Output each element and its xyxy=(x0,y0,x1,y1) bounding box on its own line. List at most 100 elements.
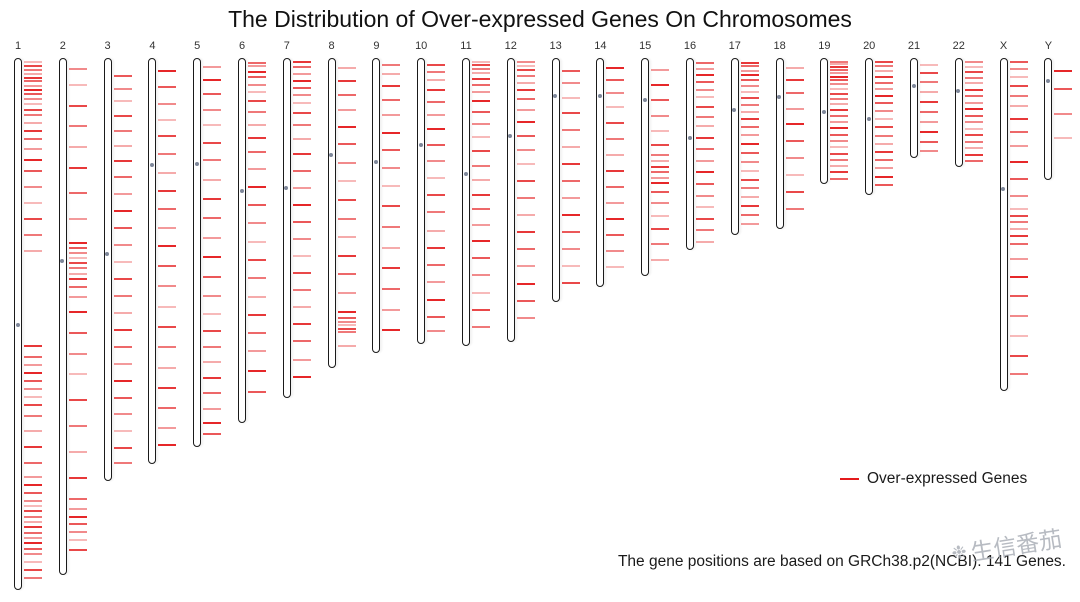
gene-tick xyxy=(472,291,490,294)
gene-tick xyxy=(1009,354,1028,357)
gene-tick xyxy=(1009,208,1028,211)
centromere-marker xyxy=(105,251,110,256)
gene-tick xyxy=(158,70,177,73)
gene-tick xyxy=(830,133,849,136)
gene-tick xyxy=(337,344,356,347)
gene-tick xyxy=(24,560,42,563)
gene-tick xyxy=(920,131,938,134)
gene-tick xyxy=(472,99,490,102)
gene-tick xyxy=(516,248,535,251)
gene-tick xyxy=(516,75,535,78)
gene-tick xyxy=(606,218,625,221)
gene-tick xyxy=(203,312,222,315)
gene-tick xyxy=(830,63,849,66)
gene-tick xyxy=(24,201,42,204)
gene-tick xyxy=(606,67,625,70)
gene-tick xyxy=(68,83,87,86)
chromosome-label-9: 9 xyxy=(373,40,380,52)
chromosome-label-11: 11 xyxy=(460,40,472,52)
gene-tick xyxy=(651,201,670,204)
chromosome-bar-8 xyxy=(327,58,336,368)
gene-tick xyxy=(740,104,759,107)
gene-tick xyxy=(472,91,490,94)
gene-tick xyxy=(561,96,580,99)
gene-tick xyxy=(203,159,222,162)
gene-tick xyxy=(472,111,490,114)
gene-tick xyxy=(830,165,849,168)
gene-tick xyxy=(292,112,311,115)
gene-tick xyxy=(830,171,849,174)
gene-tick xyxy=(292,86,311,89)
gene-tick xyxy=(248,313,266,316)
gene-tick xyxy=(1054,112,1073,115)
centromere-marker xyxy=(373,160,378,165)
gene-tick xyxy=(651,153,670,156)
gene-tick xyxy=(203,65,222,68)
gene-tick xyxy=(427,246,446,249)
gene-tick xyxy=(24,403,42,406)
gene-tick xyxy=(24,504,42,507)
gene-tick xyxy=(516,265,535,268)
gene-tick xyxy=(1009,68,1028,70)
gene-tick xyxy=(696,115,714,118)
chromosome-label-18: 18 xyxy=(773,40,786,52)
chromosome-bar-17 xyxy=(730,58,739,236)
gene-tick xyxy=(113,261,132,264)
gene-tick xyxy=(337,180,356,183)
gene-tick xyxy=(248,240,266,243)
gene-tick xyxy=(964,160,983,163)
gene-tick xyxy=(1009,258,1028,261)
gene-tick xyxy=(248,136,266,139)
gene-tick xyxy=(830,93,849,96)
gene-tick xyxy=(382,72,401,75)
centromere-marker xyxy=(149,162,154,167)
gene-tick xyxy=(113,328,132,331)
centromere-marker xyxy=(15,323,20,328)
gene-tick xyxy=(382,308,401,311)
gene-tick xyxy=(113,278,132,281)
gene-tick xyxy=(1009,76,1028,79)
gene-tick xyxy=(113,100,132,103)
gene-tick xyxy=(24,137,42,140)
centromere-marker xyxy=(508,133,513,138)
gene-tick xyxy=(24,84,42,87)
gene-tick xyxy=(651,176,670,179)
chromosome-bar-22 xyxy=(954,58,963,167)
gene-tick xyxy=(472,193,490,196)
gene-tick xyxy=(68,267,87,270)
gene-tick xyxy=(24,121,42,124)
gene-tick xyxy=(830,158,849,161)
gene-tick xyxy=(696,194,714,197)
gene-tick xyxy=(740,178,759,181)
gene-tick xyxy=(203,433,222,436)
gene-tick xyxy=(427,128,446,131)
gene-tick xyxy=(606,138,625,141)
gene-tick xyxy=(1009,104,1028,107)
gene-tick xyxy=(68,257,87,260)
gene-tick xyxy=(964,114,983,117)
gene-tick xyxy=(606,202,625,205)
centromere-marker xyxy=(956,88,961,93)
gene-tick xyxy=(740,61,759,64)
centromere-marker xyxy=(1045,78,1050,83)
gene-tick xyxy=(248,110,266,113)
gene-tick xyxy=(830,114,849,117)
gene-tick xyxy=(472,223,490,226)
gene-tick xyxy=(68,531,87,534)
gene-tick xyxy=(248,258,266,261)
gene-tick xyxy=(203,93,222,95)
gene-tick xyxy=(651,165,670,168)
gene-tick xyxy=(696,136,714,139)
gene-tick xyxy=(68,251,87,254)
chromosome-label-8: 8 xyxy=(328,40,335,52)
gene-tick xyxy=(68,104,87,107)
gene-tick xyxy=(785,157,804,160)
gene-tick xyxy=(472,72,490,75)
gene-tick xyxy=(24,520,42,523)
gene-tick xyxy=(1009,243,1028,246)
gene-tick xyxy=(920,111,938,114)
gene-tick xyxy=(1009,294,1028,297)
gene-tick xyxy=(203,392,222,395)
gene-tick xyxy=(113,413,132,416)
gene-tick xyxy=(740,79,759,82)
